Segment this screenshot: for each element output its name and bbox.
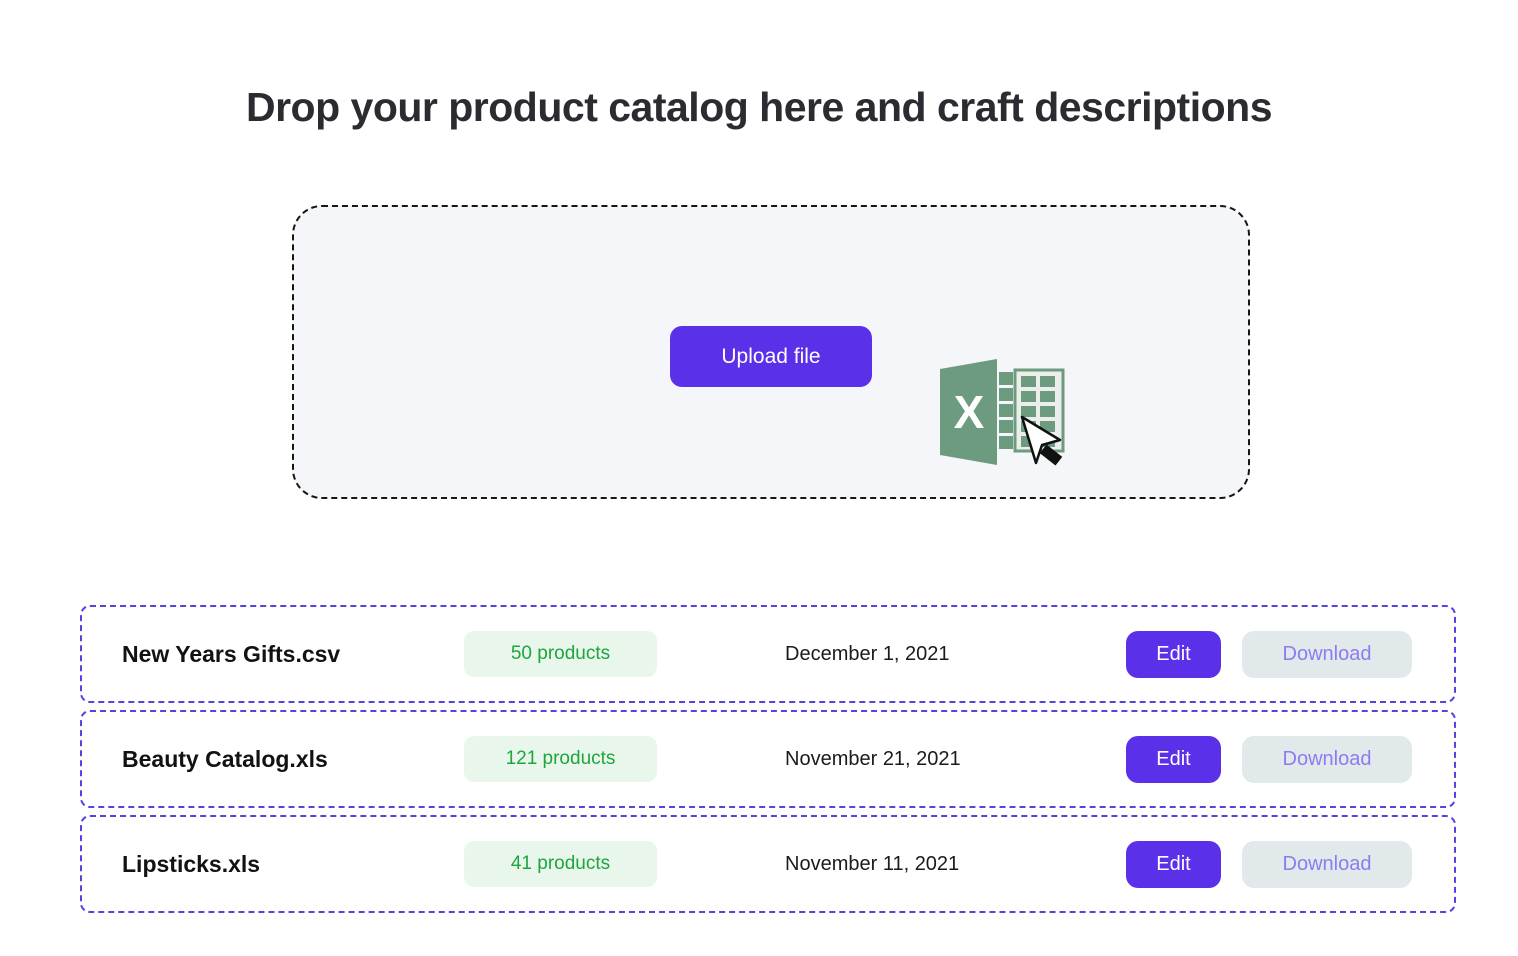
file-date: November 21, 2021 (785, 747, 961, 770)
uploaded-files-list: New Years Gifts.csv 50 products December… (80, 605, 1456, 914)
edit-button[interactable]: Edit (1126, 735, 1221, 783)
file-date: November 11, 2021 (785, 852, 960, 875)
edit-button[interactable]: Edit (1126, 840, 1221, 888)
download-button[interactable]: Download (1242, 735, 1412, 783)
excel-file-icon: X (940, 357, 1068, 473)
download-button[interactable]: Download (1242, 630, 1412, 678)
products-count-badge: 121 products (464, 736, 657, 783)
upload-file-button[interactable]: Upload file (670, 326, 872, 388)
file-name: Beauty Catalog.xls (122, 745, 328, 772)
file-row: Beauty Catalog.xls 121 products November… (80, 710, 1456, 809)
file-dropzone[interactable]: Upload file X (292, 205, 1250, 500)
excel-book-cover (940, 359, 997, 466)
svg-text:X: X (954, 386, 985, 438)
products-count-badge: 50 products (464, 631, 657, 678)
page-title: Drop your product catalog here and craft… (245, 84, 1273, 130)
file-row: New Years Gifts.csv 50 products December… (80, 605, 1456, 704)
mouse-cursor-icon (1020, 415, 1063, 466)
products-count-badge: 41 products (464, 841, 657, 888)
file-row: Lipsticks.xls 41 products November 11, 2… (80, 815, 1456, 914)
file-date: December 1, 2021 (785, 642, 950, 665)
file-name: New Years Gifts.csv (122, 640, 341, 667)
file-name: Lipsticks.xls (122, 850, 261, 877)
download-button[interactable]: Download (1242, 840, 1412, 888)
edit-button[interactable]: Edit (1126, 630, 1221, 678)
